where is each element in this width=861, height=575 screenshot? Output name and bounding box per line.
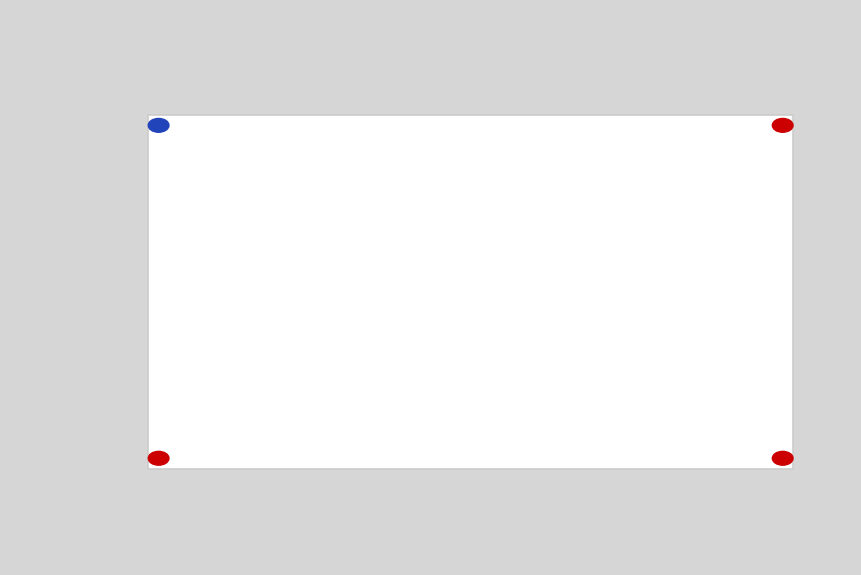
Text: Wage growth (WPI%): Wage growth (WPI%) — [198, 159, 389, 174]
Text: Prices (CPI%): Prices (CPI%) — [198, 296, 308, 310]
